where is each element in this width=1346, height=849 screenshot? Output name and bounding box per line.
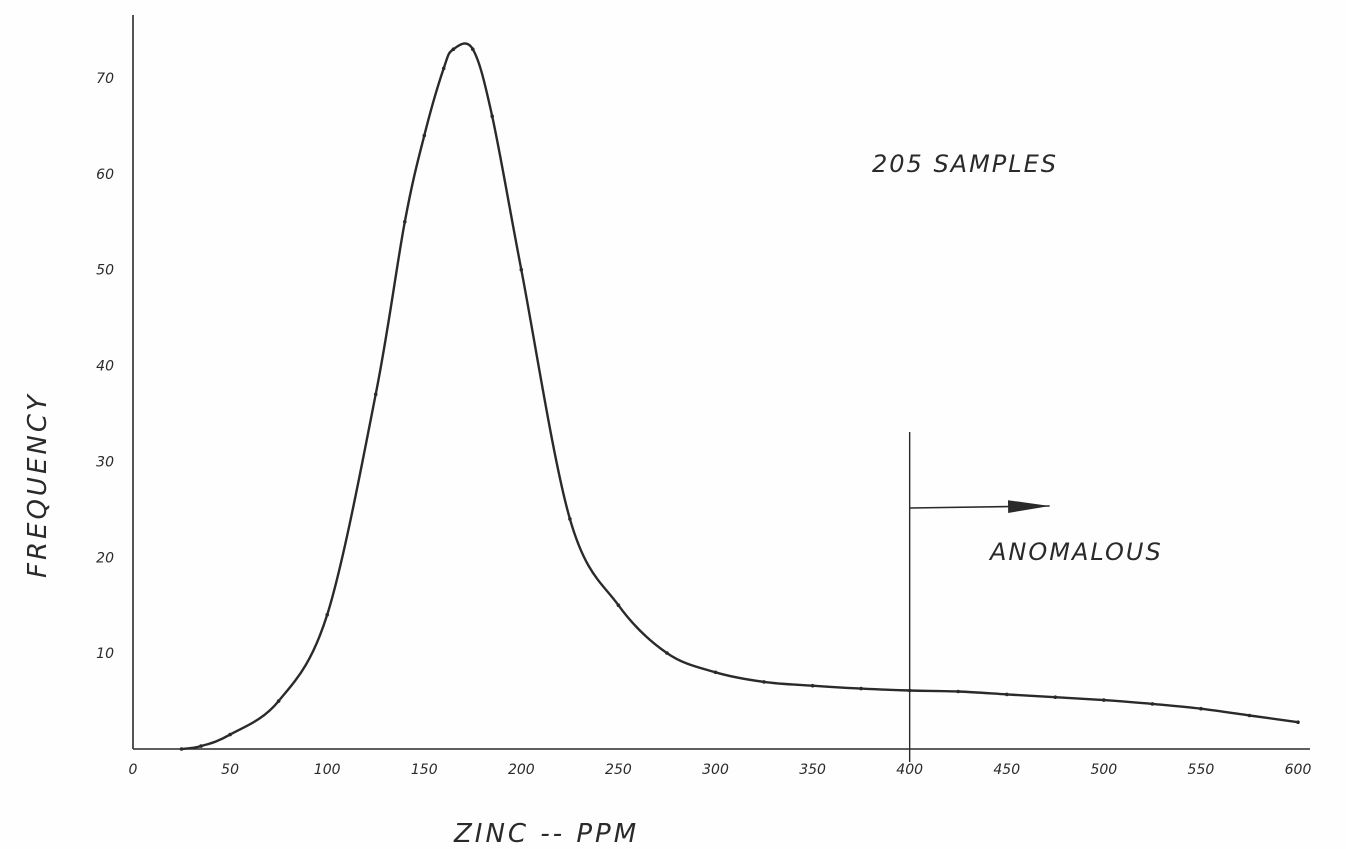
- x-tick-label: 350: [799, 762, 826, 778]
- data-point: [1199, 706, 1203, 711]
- x-tick-label: 600: [1285, 762, 1312, 778]
- anomalous-arrow-icon: [909, 500, 1050, 513]
- data-point: [276, 699, 281, 703]
- data-point: [665, 651, 669, 655]
- x-tick-label: 450: [993, 762, 1020, 778]
- x-tick-label: 150: [411, 762, 438, 778]
- data-point: [1102, 698, 1106, 702]
- data-point: [228, 732, 232, 737]
- y-tick-label: 40: [96, 359, 114, 375]
- x-tick-label: 200: [508, 762, 535, 778]
- x-tick-label: 400: [896, 762, 923, 778]
- data-point: [199, 744, 203, 748]
- data-point: [451, 47, 456, 51]
- data-point: [1247, 713, 1252, 718]
- data-point: [956, 689, 960, 694]
- data-point: [859, 686, 863, 691]
- y-tick-label: 20: [96, 550, 114, 566]
- data-point: [422, 133, 427, 138]
- y-tick-label: 30: [96, 454, 114, 470]
- series-line-zinc-frequency: [180, 42, 1300, 751]
- data-point: [403, 220, 407, 224]
- data-point: [810, 683, 815, 688]
- y-tick-label: 10: [96, 646, 114, 662]
- x-tick-label: 0: [129, 762, 138, 778]
- x-tick-label: 500: [1090, 762, 1117, 778]
- x-tick-label: 50: [221, 762, 239, 778]
- data-point: [1053, 695, 1058, 699]
- x-axis-title: ZINC -- PPM: [453, 819, 639, 849]
- annotation-anomalous: ANOMALOUS: [988, 538, 1163, 566]
- x-tick-label: 100: [314, 762, 341, 778]
- x-tick-label: 550: [1188, 762, 1215, 778]
- data-point: [762, 680, 766, 684]
- y-tick-label: 70: [96, 71, 114, 87]
- data-point: [1150, 702, 1155, 706]
- y-axis-title: FREQUENCY: [23, 392, 53, 578]
- x-tick-labels: 0 50 100 150 200 250 300 350 400 450 500 550 600: [129, 762, 1312, 778]
- y-tick-labels: 10 20 30 40 50 60 70: [96, 71, 114, 662]
- data-point: [490, 114, 495, 119]
- data-point: [519, 267, 524, 272]
- data-point: [179, 747, 184, 751]
- y-tick-label: 50: [96, 263, 114, 279]
- data-point: [471, 47, 475, 51]
- y-tick-label: 60: [96, 167, 114, 183]
- data-point: [713, 670, 718, 675]
- data-point: [373, 392, 378, 397]
- data-point: [441, 66, 446, 71]
- data-point: [568, 517, 572, 521]
- data-point: [325, 613, 330, 617]
- data-point: [1005, 692, 1009, 697]
- annotation-sample-count: 205 SAMPLES: [872, 150, 1058, 178]
- data-point: [1296, 720, 1300, 724]
- x-tick-label: 300: [702, 762, 729, 778]
- series-points: [179, 47, 1300, 751]
- data-point: [616, 603, 621, 607]
- x-tick-label: 250: [605, 762, 632, 778]
